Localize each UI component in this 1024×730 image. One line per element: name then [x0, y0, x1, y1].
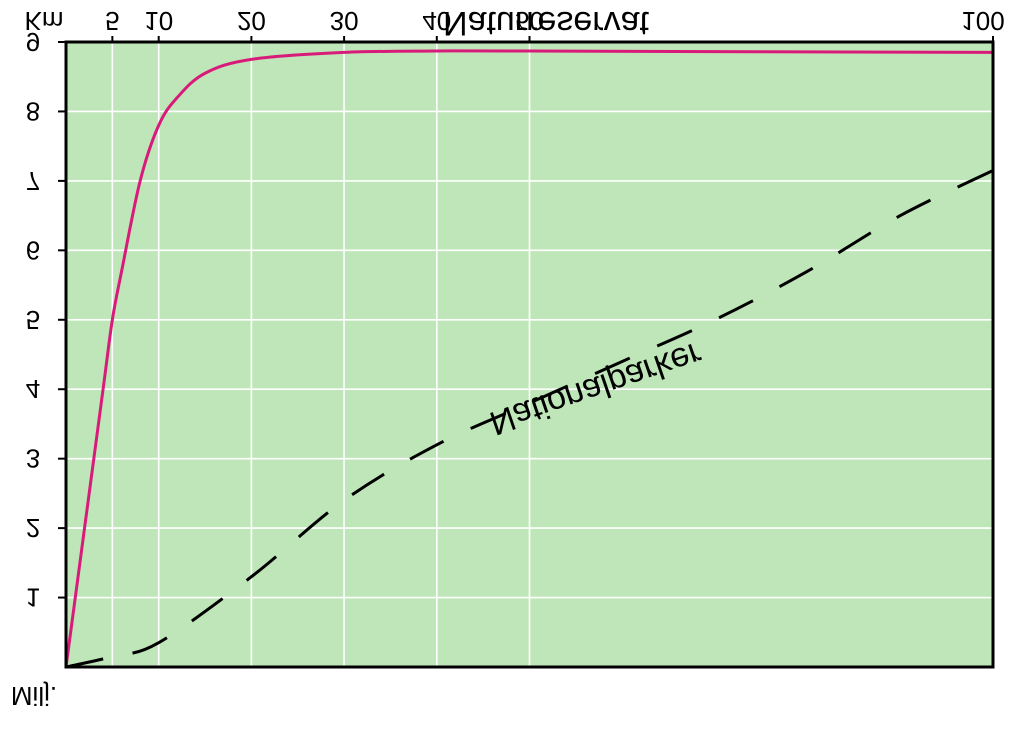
x-tick-label: 30 — [330, 6, 359, 36]
series-label-naturreservat: Naturreservat — [443, 4, 650, 42]
series-layer — [64, 49, 994, 669]
x-tick-label: 5 — [105, 6, 119, 36]
y-tick-label: 5 — [26, 305, 40, 335]
y-tick-label: 6 — [26, 235, 40, 265]
y-tick-label: 4 — [26, 374, 40, 404]
x-axis-title: Km — [25, 6, 64, 36]
x-tick-label: 20 — [237, 6, 266, 36]
y-tick-label: 3 — [26, 444, 40, 474]
y-tick-label: 7 — [26, 166, 40, 196]
y-axis-title: Milj. — [11, 681, 57, 711]
y-tick-label: 1 — [26, 583, 40, 613]
y-tick-label: 9 — [26, 27, 40, 57]
x-tick-label: 100 — [961, 6, 1004, 36]
x-tick-label: 40 — [422, 6, 451, 36]
series-line-naturreservat — [64, 49, 994, 668]
x-tick-label: 50 — [515, 6, 544, 36]
x-tick-label: 10 — [144, 6, 173, 36]
y-tick-label: 2 — [26, 513, 40, 543]
grid-lines — [66, 42, 993, 667]
y-tick-label: 8 — [26, 96, 40, 126]
